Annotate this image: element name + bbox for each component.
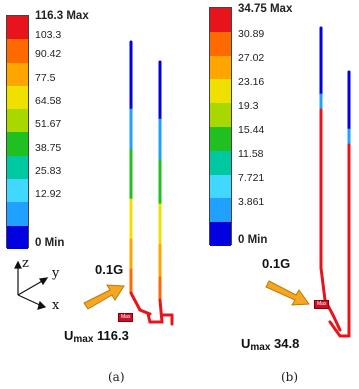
legend-b-label-3: 23.16 (238, 76, 265, 88)
legend-colorbar-b (209, 7, 232, 246)
legend-colorbar-a (6, 15, 29, 249)
legend-a-label-5: 51.67 (35, 118, 62, 130)
legend-a-label-9: 0 Min (35, 237, 65, 249)
legend-a-label-1: 103.3 (35, 29, 62, 41)
legend-b-label-2: 27.02 (238, 52, 265, 64)
legend-b-label-7: 7.721 (238, 172, 265, 184)
load-label-a: 0.1G (95, 262, 124, 277)
max-marker-a: Max (118, 313, 134, 322)
legend-a-label-2: 90.42 (35, 48, 62, 60)
legend-b-label-1: 30.89 (238, 28, 265, 40)
legend-b-label-5: 15.44 (238, 124, 265, 136)
load-arrow-a (83, 284, 125, 310)
umax-sub-a: max (73, 334, 94, 345)
load-arrow-b (265, 280, 310, 306)
structure-b (319, 26, 351, 338)
caption-b: (b) (281, 370, 299, 384)
umax-sub-b: max (250, 342, 271, 353)
max-marker-b: Max (314, 300, 330, 309)
umax-value-b: 34.8 (274, 336, 300, 351)
legend-b-label-8: 3.861 (238, 196, 265, 208)
axis-label-y: y (52, 266, 60, 281)
coordinate-axes (14, 260, 49, 310)
axis-label-x: x (52, 298, 60, 313)
legend-a-label-0: 116.3 Max (35, 10, 89, 22)
legend-a-label-8: 12.92 (35, 188, 62, 200)
legend-a-label-4: 64.58 (35, 95, 62, 107)
legend-b-label-6: 11.58 (238, 148, 264, 160)
legend-b-label-9: 0 Min (238, 234, 268, 246)
legend-a-label-6: 38.75 (35, 142, 62, 154)
legend-a-label-3: 77.5 (35, 72, 56, 84)
umax-label-a: Umax 116.3 (64, 328, 129, 345)
legend-b-label-0: 34.75 Max (238, 3, 293, 15)
legend-b-label-4: 19.3 (238, 100, 259, 112)
umax-label-b: Umax 34.8 (241, 336, 300, 353)
axis-label-z: z (22, 256, 29, 271)
legend-a-label-7: 25.83 (35, 165, 62, 177)
load-label-b: 0.1G (262, 256, 291, 271)
caption-a: (a) (108, 370, 125, 384)
structure-a (129, 40, 174, 326)
umax-value-a: 116.3 (97, 328, 129, 343)
